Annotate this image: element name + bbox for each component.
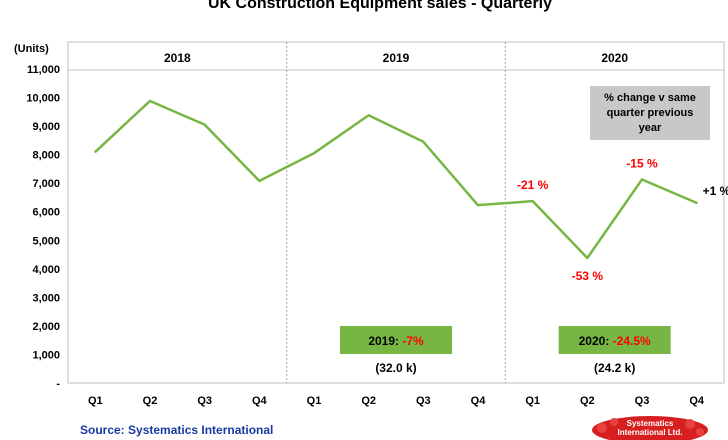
note-line-1: % change v same [604,92,696,104]
x-tick-label: Q4 [471,395,487,407]
year-total: (32.0 k) [375,361,416,375]
year-summary-box: 2019: -7% (32.0 k) [340,326,452,375]
y-axis-unit-label: (Units) [14,43,49,55]
percent-annotation: -53 % [572,269,604,283]
percent-annotations: -21 % -53 % -15 % +1 % [517,156,728,283]
y-tick-label: - [56,378,60,390]
y-tick-label: 2,000 [32,321,60,333]
year-total: (24.2 k) [594,361,635,375]
x-tick-label: Q2 [143,395,158,407]
series-polyline [94,99,698,260]
chart-title: UK Construction Equipment sales - Quarte… [208,0,552,12]
x-tick-label: Q3 [197,395,212,407]
x-tick-label: Q3 [416,395,431,407]
y-tick-label: 3,000 [32,292,60,304]
year-label: 2020 [601,51,628,65]
y-tick-label: 11,000 [27,64,60,76]
year-summary-value: -24.5% [613,334,651,348]
year-label: 2018 [164,51,191,65]
x-axis-ticks: Q1 Q2 Q3 Q4 Q1 Q2 Q3 Q4 Q1 Q2 Q3 Q4 [88,395,705,407]
x-tick-label: Q2 [361,395,376,407]
year-summary-bg [340,326,452,354]
year-summary-label: 2020: [579,334,613,348]
source-text: Source: Systematics International [80,423,273,437]
y-tick-label: 7,000 [32,178,60,190]
y-tick-label: 4,000 [32,264,60,276]
percent-annotation: -21 % [517,178,549,192]
x-tick-label: Q1 [525,395,540,407]
data-point [94,150,97,153]
note-box: % change v same quarter previous year [590,86,710,140]
data-point [258,179,261,183]
x-tick-label: Q1 [88,395,103,407]
x-tick-label: Q4 [252,395,268,407]
data-point [531,199,534,203]
year-summary-text: 2019: -7% [368,334,424,348]
y-axis-ticks: - 1,000 2,000 3,000 4,000 5,000 6,000 7,000 8,00… [26,64,60,390]
x-tick-label: Q2 [580,395,595,407]
note-line-3: year [639,122,662,134]
data-point [148,99,152,103]
x-tick-label: Q4 [689,395,705,407]
series-line [94,99,698,260]
data-point [203,123,206,126]
year-label: 2019 [383,51,410,65]
note-box-bg [590,86,710,140]
y-tick-label: 10,000 [26,93,60,105]
year-dividers [286,42,506,383]
x-tick-label: Q3 [635,395,650,407]
logo-line-2: International Ltd. [618,428,683,437]
data-point [312,152,316,155]
year-labels: 2018 2019 2020 [164,51,628,65]
logo-line-1: Systematics [627,419,674,428]
data-point [367,114,370,117]
plot-frame [67,41,725,384]
y-tick-label: 1,000 [32,349,60,361]
percent-annotation: -15 % [626,156,658,170]
year-summary-text: 2020: -24.5% [579,334,651,348]
y-tick-label: 6,000 [32,207,60,219]
note-line-2: quarter previous [607,107,694,119]
data-point [422,140,425,143]
data-point [476,203,480,207]
data-point [695,201,698,205]
year-summary-value: -7% [402,334,424,348]
year-summary-boxes: 2019: -7% (32.0 k) 2020: -24.5% (24.2 k) [340,326,671,375]
systematics-logo: Systematics International Ltd. [592,416,708,440]
x-tick-label: Q1 [307,395,322,407]
y-tick-label: 8,000 [32,150,60,162]
percent-annotation: +1 % [703,184,728,198]
year-summary-bg [558,326,671,354]
year-summary-box: 2020: -24.5% (24.2 k) [558,326,671,375]
year-summary-label: 2019: [368,334,402,348]
data-point [586,256,589,260]
y-tick-label: 5,000 [32,235,60,247]
y-tick-label: 9,000 [32,121,60,133]
data-point [640,178,644,181]
